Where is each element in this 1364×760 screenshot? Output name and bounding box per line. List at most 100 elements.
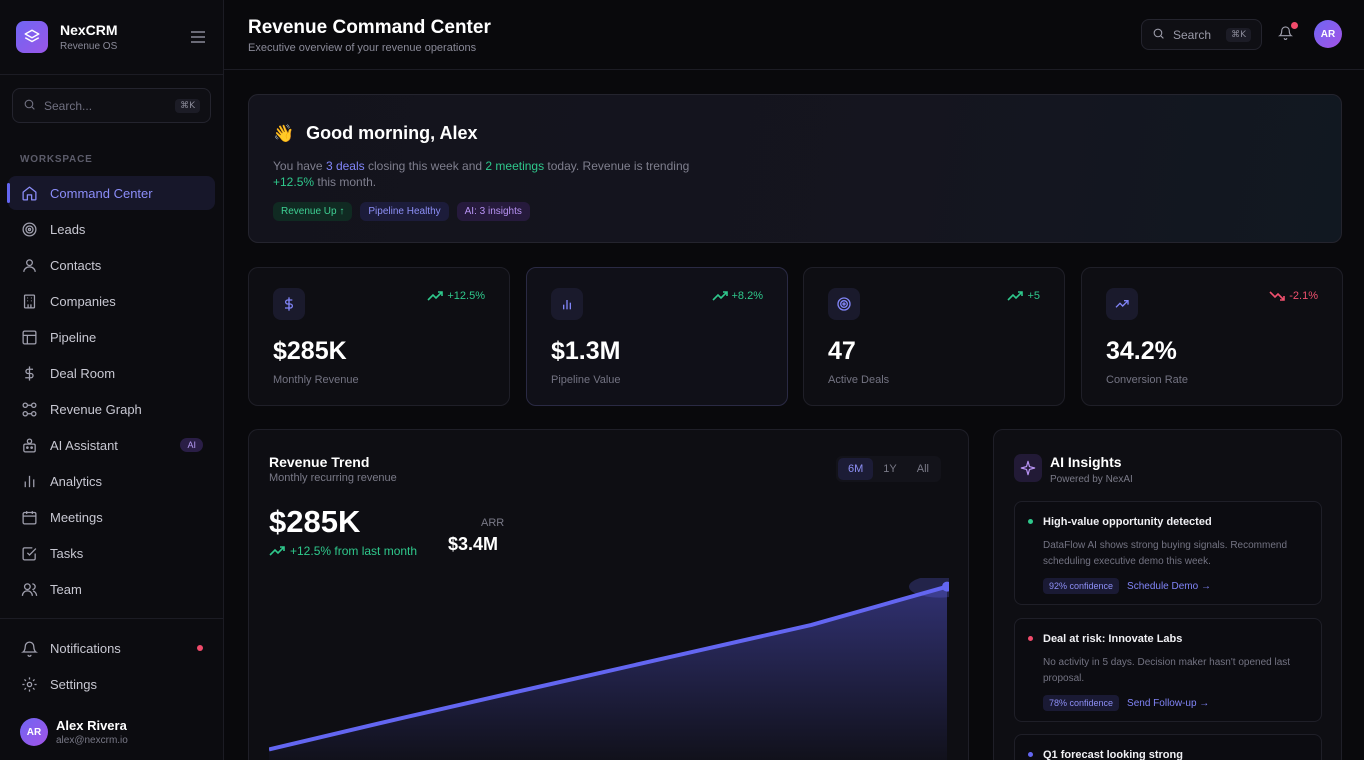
range-1y-button[interactable]: 1Y: [883, 463, 897, 475]
meetings-highlight[interactable]: 2 meetings: [485, 159, 545, 173]
sidebar-item-label: Notifications: [50, 640, 121, 656]
sidebar-item-label: Team: [50, 581, 82, 597]
stat-label: Pipeline Value: [551, 374, 621, 386]
greeting-text: You have 3 deals closing this week and 2…: [273, 159, 690, 189]
sidebar-item-label: Command Center: [50, 185, 153, 201]
deals-highlight[interactable]: 3 deals: [325, 159, 365, 173]
brand: NexCRM Revenue OS: [0, 0, 223, 75]
avatar: AR: [20, 718, 48, 746]
menu-icon[interactable]: [189, 28, 207, 46]
greeting-card: 👋 Good morning, Alex You have 3 deals cl…: [248, 94, 1342, 243]
sidebar-item-companies[interactable]: Companies: [8, 284, 215, 318]
trend-area: [269, 586, 947, 760]
user-profile[interactable]: AR Alex Rivera alex@nexcrm.io: [20, 718, 128, 746]
status-badge: Revenue Up ↑: [273, 202, 353, 221]
sidebar-item-label: Deal Room: [50, 365, 116, 381]
trend-value: $285K: [269, 504, 361, 539]
send-follow-up-link[interactable]: Send Follow-up →: [1127, 697, 1210, 709]
stat-label: Monthly Revenue: [273, 374, 359, 386]
sidebar-item-leads[interactable]: Leads: [8, 212, 215, 246]
range-all-button[interactable]: All: [916, 463, 929, 475]
status-tags: Revenue Up ↑ Pipeline Healthy AI: 3 insi…: [273, 202, 1317, 221]
trend-line: [269, 584, 948, 752]
brand-subtitle: Revenue OS: [60, 41, 118, 52]
users-icon: [20, 580, 38, 598]
sidebar-item-deal-room[interactable]: Deal Room: [8, 356, 215, 390]
layout-icon: [20, 328, 38, 346]
status-badge: AI: 3 insights: [456, 202, 530, 221]
ai-insights-card: AI Insights Powered by NexAI High-value …: [993, 429, 1342, 760]
sidebar-item-tasks[interactable]: Tasks: [8, 536, 215, 570]
stat-card-monthly-revenue[interactable]: +12.5% $285K Monthly Revenue: [248, 267, 510, 406]
sidebar-search-placeholder: Search...: [44, 98, 93, 113]
sidebar-bottom: Notifications Settings: [0, 618, 223, 703]
schedule-demo-link[interactable]: Schedule Demo →: [1127, 580, 1211, 592]
stat-value: $285K: [273, 337, 347, 365]
user-email: alex@nexcrm.io: [56, 735, 128, 746]
insight-item[interactable]: Deal at risk: Innovate Labs No activity …: [1014, 618, 1322, 722]
sidebar-item-command-center[interactable]: Command Center: [7, 176, 215, 210]
target-icon: [20, 220, 38, 238]
sidebar-item-label: Analytics: [50, 473, 103, 489]
sidebar-item-ai-assistant[interactable]: AI Assistant AI: [8, 428, 215, 462]
sidebar-item-team[interactable]: Team: [8, 572, 215, 606]
bell-icon: [20, 639, 38, 657]
sparkle-icon: [1014, 454, 1042, 482]
dollar-icon: [273, 288, 305, 320]
range-6m-button[interactable]: 6M: [838, 458, 874, 480]
search-label: Search: [1173, 27, 1212, 42]
sidebar-item-contacts[interactable]: Contacts: [8, 248, 215, 282]
stat-value: 47: [828, 337, 856, 365]
arr-value: $3.4M: [448, 534, 499, 554]
stat-change: +5: [1007, 290, 1040, 302]
notification-bell-icon[interactable]: [1278, 25, 1294, 41]
sidebar-item-label: Tasks: [50, 545, 84, 561]
check-square-icon: [20, 544, 38, 562]
trend-highlight: +12.5%: [273, 175, 315, 189]
confidence-badge: 92% confidence: [1043, 578, 1120, 594]
calendar-icon: [20, 508, 38, 526]
arr-label: ARR: [481, 517, 505, 529]
layers-logo-icon: [16, 21, 48, 53]
insight-item[interactable]: High-value opportunity detected DataFlow…: [1014, 501, 1322, 605]
sidebar-item-label: Revenue Graph: [50, 401, 142, 417]
sidebar-item-label: Meetings: [50, 509, 103, 525]
range-selector: 6M 1Y All: [836, 456, 941, 482]
insight-status-dot: [1028, 636, 1033, 641]
gear-icon: [20, 675, 38, 693]
sidebar-item-notifications[interactable]: Notifications: [8, 631, 215, 665]
card-title: Revenue Trend: [269, 454, 370, 470]
page-subtitle: Executive overview of your revenue opera…: [248, 42, 477, 54]
insight-title: Deal at risk: Innovate Labs: [1043, 633, 1183, 645]
stat-card-pipeline-value[interactable]: +8.2% $1.3M Pipeline Value: [526, 267, 788, 406]
sidebar-item-meetings[interactable]: Meetings: [8, 500, 215, 534]
status-badge: Pipeline Healthy: [360, 202, 449, 221]
revenue-trend-chart: [269, 578, 949, 760]
sidebar: NexCRM Revenue OS Search... ⌘K WORKSPACE…: [0, 0, 224, 760]
bar-chart-icon: [20, 472, 38, 490]
sidebar-item-revenue-graph[interactable]: Revenue Graph: [8, 392, 215, 426]
page-title: Revenue Command Center: [248, 17, 491, 38]
sidebar-item-analytics[interactable]: Analytics: [8, 464, 215, 498]
sidebar-item-settings[interactable]: Settings: [8, 667, 215, 701]
search-button[interactable]: Search ⌘K: [1141, 19, 1262, 50]
confidence-badge: 78% confidence: [1043, 695, 1120, 711]
sidebar-search-input[interactable]: Search... ⌘K: [12, 88, 211, 123]
sidebar-item-label: Pipeline: [50, 329, 97, 345]
sidebar-item-pipeline[interactable]: Pipeline: [8, 320, 215, 354]
insight-item[interactable]: Q1 forecast looking strong: [1014, 734, 1322, 760]
avatar[interactable]: AR: [1314, 20, 1342, 48]
sidebar-item-label: Contacts: [50, 257, 102, 273]
sidebar-item-label: Settings: [50, 676, 97, 692]
stat-card-active-deals[interactable]: +5 47 Active Deals: [803, 267, 1065, 406]
search-shortcut: ⌘K: [175, 98, 200, 113]
stat-card-conversion-rate[interactable]: -2.1% 34.2% Conversion Rate: [1081, 267, 1343, 406]
notification-dot: [197, 645, 203, 651]
stat-value: 34.2%: [1106, 337, 1177, 365]
trend-change: +12.5% from last month: [269, 544, 417, 558]
sidebar-nav: Command Center Leads Contacts Companies …: [7, 176, 215, 608]
trending-up-icon: [1106, 288, 1138, 320]
stat-change: +12.5%: [427, 290, 485, 302]
building-icon: [20, 292, 38, 310]
sidebar-item-label: Companies: [50, 293, 116, 309]
